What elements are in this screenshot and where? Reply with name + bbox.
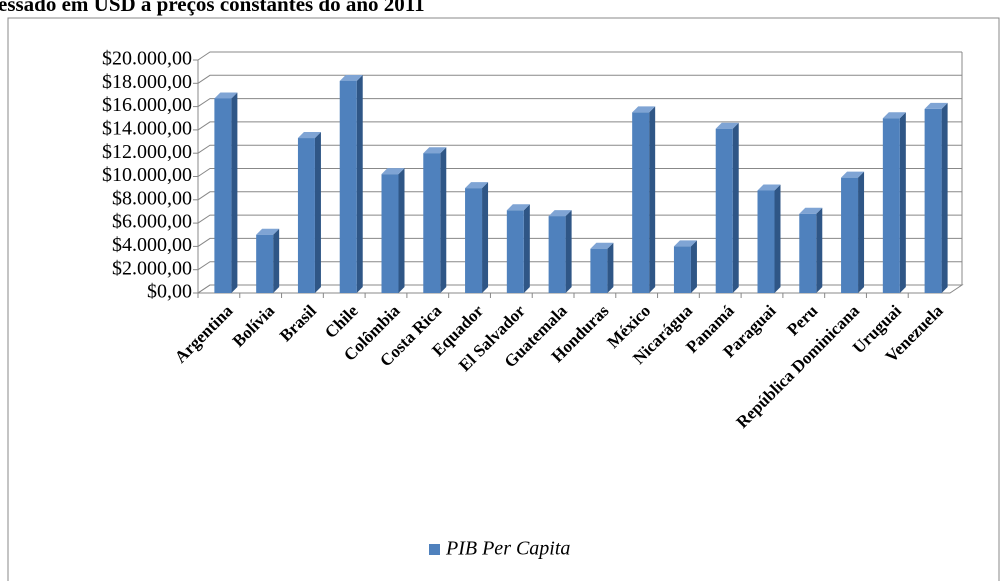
x-tick-label: Brasil — [276, 301, 320, 345]
bar-side — [314, 132, 321, 293]
bar-top — [465, 182, 489, 189]
bar-top — [757, 184, 781, 191]
bar-side — [690, 240, 697, 293]
bar-side — [356, 74, 363, 293]
y-tick-label: $0,00 — [147, 281, 192, 303]
bar-top — [297, 132, 321, 139]
bar — [256, 234, 274, 293]
bar — [423, 153, 441, 293]
y-tick-label: $12.000,00 — [102, 141, 192, 163]
chart-title: essado em USD a preços constantes do ano… — [0, 0, 425, 16]
bar-top — [882, 112, 906, 119]
x-tick-label: Bolívia — [229, 301, 279, 351]
y-tick-label: $4.000,00 — [112, 234, 192, 256]
bar-top — [715, 122, 739, 129]
bar-top — [841, 171, 865, 178]
bar-top — [214, 92, 238, 99]
bar-top — [423, 147, 447, 154]
bar — [841, 177, 859, 293]
grid-line — [197, 261, 962, 271]
legend-swatch — [429, 544, 440, 555]
bar-side — [440, 147, 447, 293]
bar-side — [858, 171, 865, 293]
bar-top — [256, 228, 280, 235]
y-tick-label: $18.000,00 — [102, 71, 192, 93]
y-tick-label: $10.000,00 — [102, 164, 192, 186]
bar-top — [924, 102, 948, 109]
bar-side — [231, 92, 238, 293]
bar-top — [506, 204, 530, 211]
bar — [506, 210, 524, 293]
bar — [590, 248, 608, 293]
legend-label: PIB Per Capita — [445, 538, 570, 560]
bar — [381, 174, 399, 293]
bar — [465, 188, 483, 293]
bar-side — [273, 228, 280, 293]
bar — [715, 128, 733, 293]
bar-top — [339, 74, 363, 81]
bar — [214, 98, 232, 293]
bar-top — [673, 240, 697, 247]
bar-side — [941, 102, 948, 294]
bar — [924, 108, 942, 294]
bar-side — [649, 106, 656, 293]
y-tick-label: $2.000,00 — [112, 257, 192, 279]
bar-side — [607, 242, 614, 293]
bar-side — [732, 122, 739, 293]
grid-line — [197, 144, 962, 154]
grid-line — [197, 121, 962, 131]
bar-top — [590, 242, 614, 249]
grid-line — [197, 237, 962, 247]
bar — [757, 190, 775, 293]
chart-frame — [7, 17, 1000, 581]
bar — [339, 80, 357, 293]
bar — [632, 112, 650, 293]
grid-line — [197, 214, 962, 224]
x-tick-label: Peru — [783, 301, 821, 339]
bar-side — [482, 182, 489, 293]
y-tick-label: $20.000,00 — [102, 48, 192, 70]
bar — [799, 213, 817, 293]
y-tick-label: $6.000,00 — [112, 211, 192, 233]
bar — [548, 216, 566, 293]
x-tick-label: Argentina — [171, 301, 237, 367]
bar-top — [548, 210, 572, 217]
grid-line — [197, 74, 962, 84]
bar-side — [774, 184, 781, 293]
grid-line — [197, 51, 962, 61]
bar — [297, 138, 315, 293]
y-tick-label: $16.000,00 — [102, 94, 192, 116]
grid-line — [197, 191, 962, 201]
y-tick-label: $14.000,00 — [102, 117, 192, 139]
bar-side — [565, 210, 572, 293]
bar-top — [381, 168, 405, 175]
bar — [673, 246, 691, 293]
y-tick-label: $8.000,00 — [112, 187, 192, 209]
grid-line — [197, 168, 962, 177]
bar-side — [523, 204, 530, 293]
bar-top — [632, 106, 656, 113]
bar-side — [899, 112, 906, 293]
bar-side — [816, 207, 823, 293]
bar-side — [398, 168, 405, 293]
bar-top — [799, 207, 823, 214]
grid-line — [197, 98, 962, 108]
bar — [882, 118, 900, 293]
grid-line — [197, 284, 962, 294]
